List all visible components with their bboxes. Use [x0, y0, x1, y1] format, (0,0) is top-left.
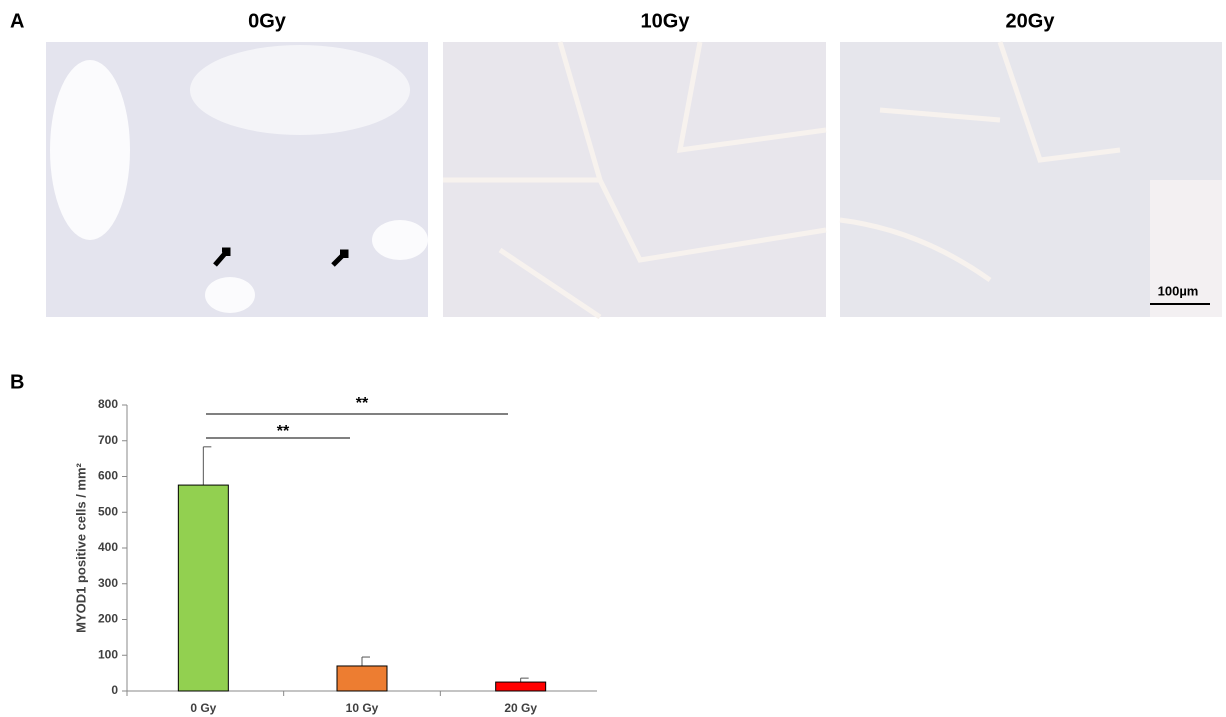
y-tick-label: 0: [111, 683, 118, 697]
panel-label: A: [10, 10, 24, 32]
y-tick-label: 100: [98, 647, 118, 661]
significance-label: **: [356, 395, 369, 412]
bar: [178, 485, 228, 691]
significance-label: **: [277, 423, 290, 440]
figure: A 0Gy 10Gy 20Gy 100µm B MYOD1 positive c…: [0, 0, 1226, 717]
x-tick-label: 10 Gy: [346, 701, 379, 715]
y-tick-label: 500: [98, 504, 118, 518]
y-axis-label: MYOD1 positive cells / mm²: [73, 462, 88, 632]
y-tick-label: 600: [98, 469, 118, 483]
y-tick-label: 700: [98, 433, 118, 447]
histology-image: [840, 42, 1222, 317]
panel-label: B: [10, 371, 24, 393]
image-title: 0Gy: [248, 10, 287, 32]
x-tick-label: 20 Gy: [504, 701, 537, 715]
bar: [496, 682, 546, 691]
y-tick-label: 400: [98, 540, 118, 554]
histology-image: [443, 42, 826, 317]
image-title: 20Gy: [1006, 10, 1056, 32]
x-tick-label: 0 Gy: [190, 701, 216, 715]
histology-image: [46, 42, 428, 317]
y-tick-label: 300: [98, 576, 118, 590]
y-tick-label: 200: [98, 612, 118, 626]
y-tick-label: 800: [98, 397, 118, 411]
bar: [337, 666, 387, 691]
scale-bar-label: 100µm: [1158, 283, 1199, 298]
image-title: 10Gy: [641, 10, 691, 32]
